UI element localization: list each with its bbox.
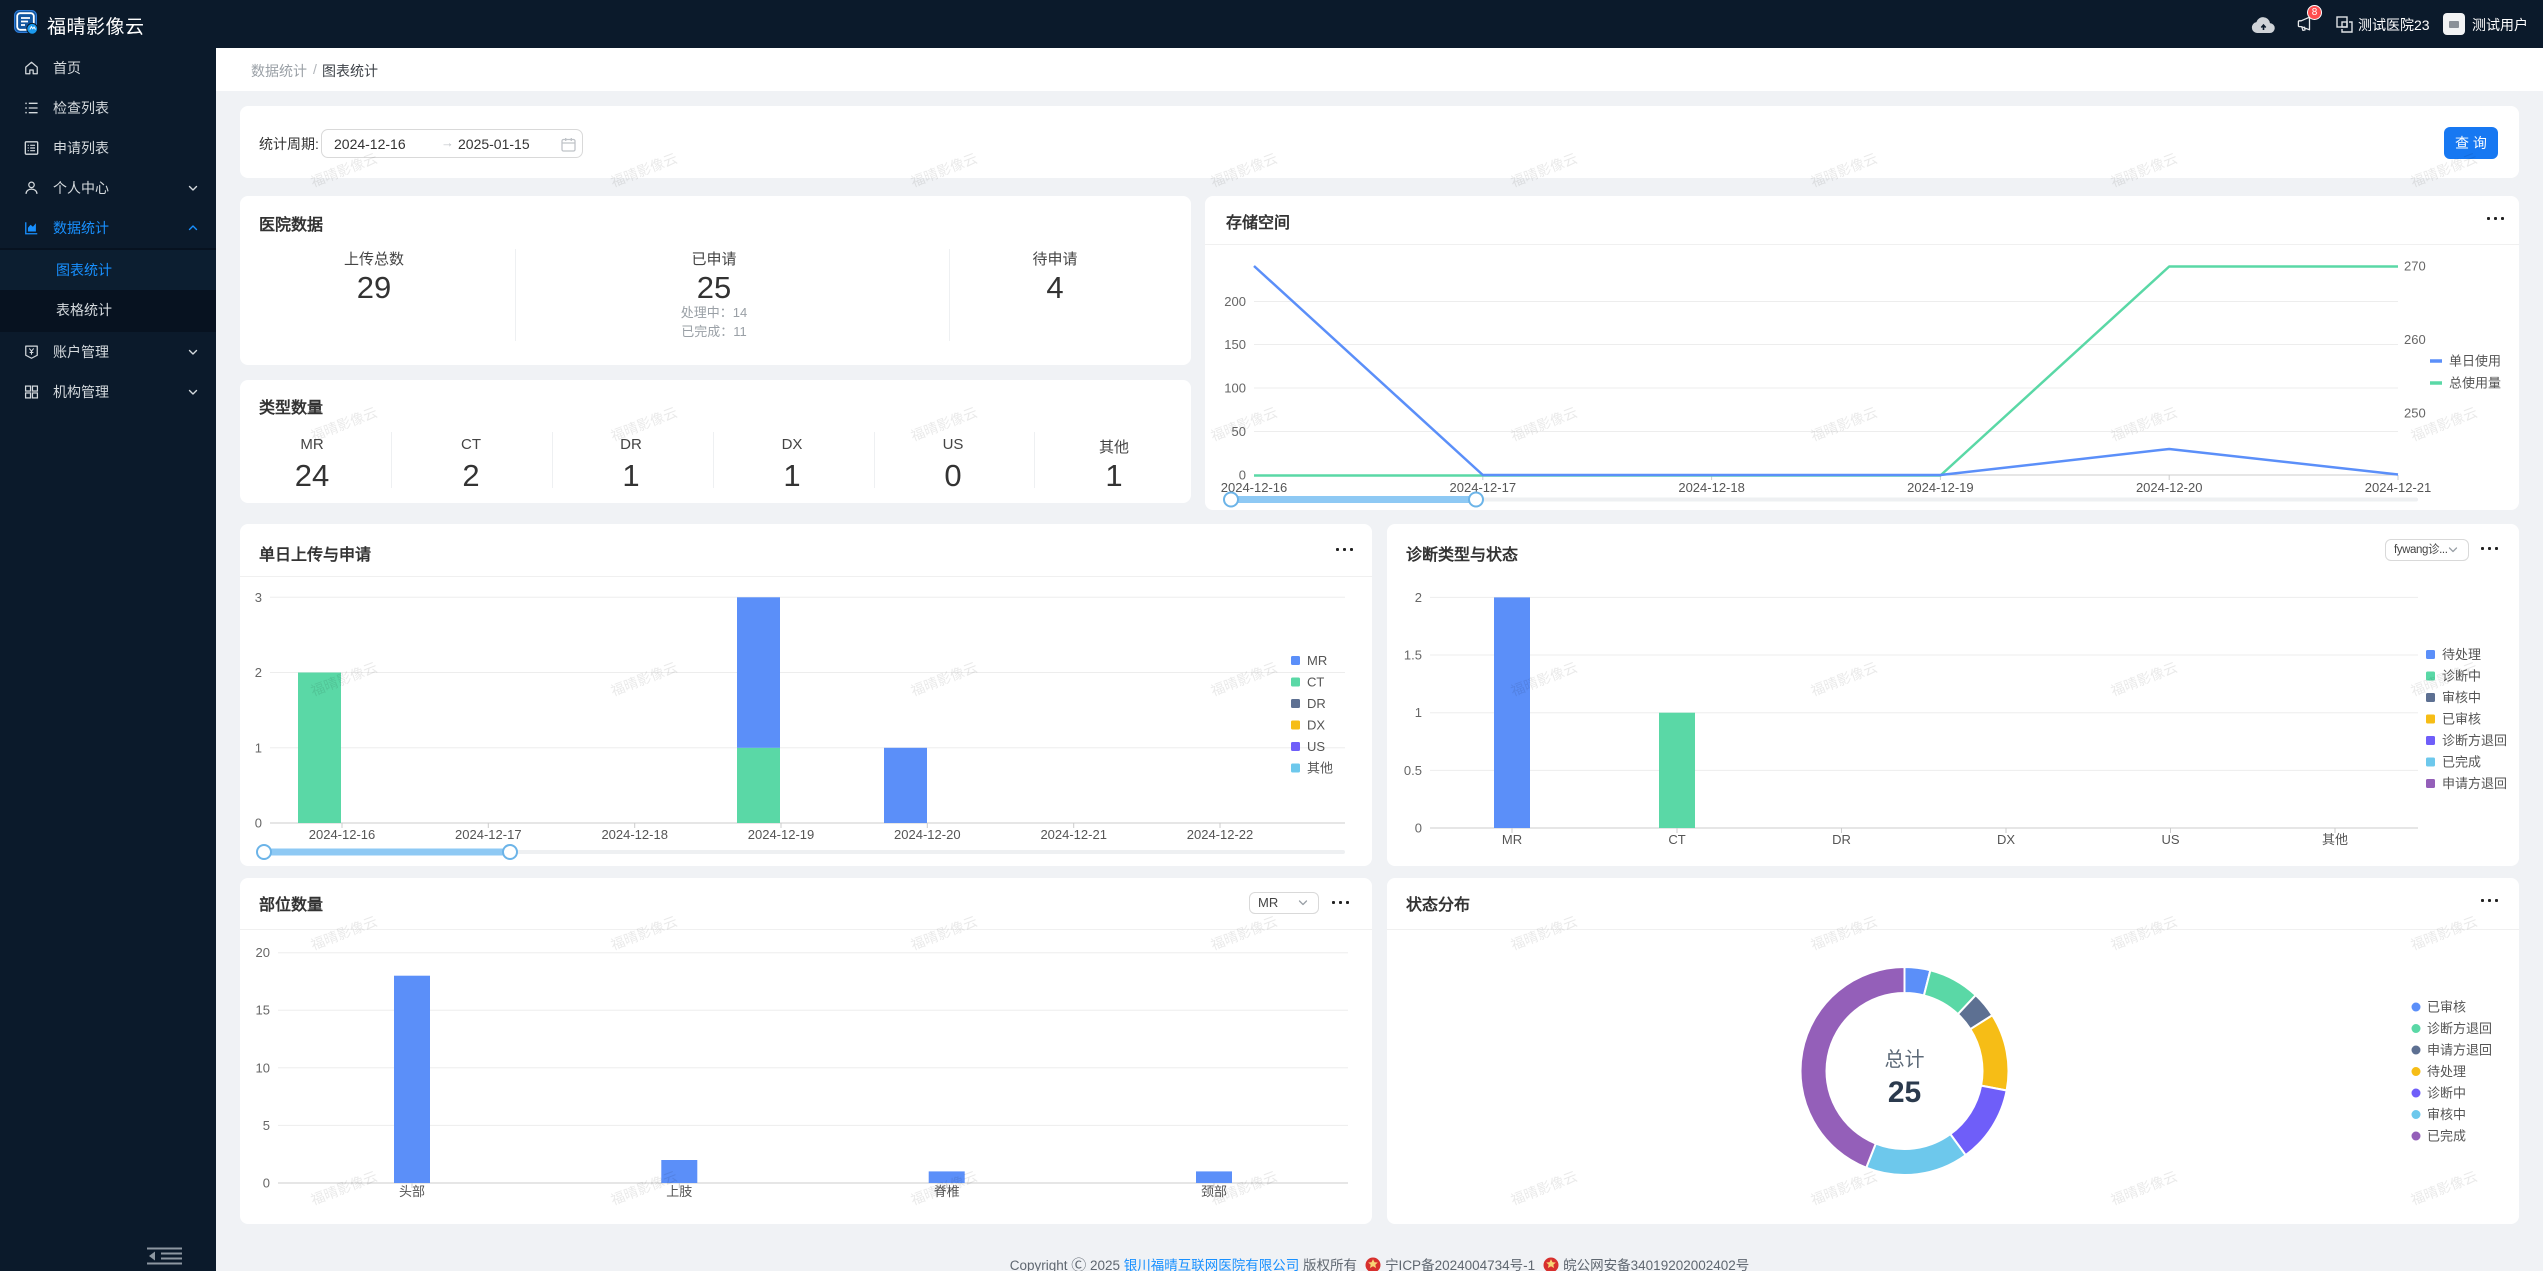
svg-text:2: 2	[255, 665, 262, 680]
svg-text:2024-12-17: 2024-12-17	[1450, 480, 1517, 495]
svg-text:DR: DR	[1307, 696, 1326, 711]
svg-text:10: 10	[256, 1060, 270, 1075]
svg-text:2024-12-18: 2024-12-18	[1678, 480, 1745, 495]
svg-text:0: 0	[255, 816, 262, 831]
svg-text:250: 250	[2404, 406, 2426, 421]
svg-text:诊断中: 诊断中	[2442, 669, 2481, 684]
svg-text:3: 3	[255, 590, 262, 605]
svg-text:其他: 其他	[2322, 832, 2348, 847]
svg-text:50: 50	[1232, 424, 1246, 439]
svg-text:2024-12-20: 2024-12-20	[2136, 480, 2203, 495]
svg-text:单日使用: 单日使用	[2449, 354, 2501, 369]
svg-text:其他: 其他	[1307, 761, 1333, 776]
svg-text:MR: MR	[1502, 832, 1522, 847]
svg-text:0: 0	[263, 1176, 270, 1191]
svg-text:1: 1	[1415, 705, 1422, 720]
svg-text:申请方退回: 申请方退回	[2427, 1043, 2492, 1058]
svg-text:DR: DR	[1832, 832, 1851, 847]
svg-text:审核中: 审核中	[2442, 690, 2481, 705]
svg-text:2024-12-19: 2024-12-19	[748, 827, 815, 842]
svg-text:0.5: 0.5	[1404, 763, 1422, 778]
svg-text:MR: MR	[1307, 653, 1327, 668]
svg-text:DX: DX	[1997, 832, 2015, 847]
svg-text:150: 150	[1224, 337, 1246, 352]
svg-text:1: 1	[255, 740, 262, 755]
svg-text:总计: 总计	[1885, 1048, 1925, 1071]
svg-text:上肢: 上肢	[666, 1184, 692, 1199]
svg-text:CT: CT	[1307, 675, 1324, 690]
svg-text:待处理: 待处理	[2442, 647, 2481, 662]
svg-text:颈部: 颈部	[1201, 1184, 1227, 1199]
svg-text:2024-12-22: 2024-12-22	[1187, 827, 1254, 842]
svg-text:US: US	[1307, 739, 1325, 754]
svg-text:诊断方退回: 诊断方退回	[2427, 1021, 2492, 1036]
svg-text:20: 20	[256, 945, 270, 960]
svg-text:已审核: 已审核	[2442, 712, 2481, 727]
svg-text:US: US	[2161, 832, 2179, 847]
svg-text:0: 0	[1239, 468, 1246, 483]
svg-text:200: 200	[1224, 294, 1246, 309]
svg-text:1.5: 1.5	[1404, 648, 1422, 663]
svg-text:2024-12-21: 2024-12-21	[1040, 827, 1107, 842]
svg-text:2: 2	[1415, 590, 1422, 605]
svg-text:已完成: 已完成	[2427, 1129, 2466, 1144]
svg-text:脊椎: 脊椎	[934, 1184, 960, 1199]
svg-text:总使用量: 总使用量	[2449, 376, 2501, 391]
svg-text:2024-12-20: 2024-12-20	[894, 827, 961, 842]
svg-text:CT: CT	[1668, 832, 1685, 847]
svg-text:已完成: 已完成	[2442, 755, 2481, 770]
svg-text:已审核: 已审核	[2427, 1000, 2466, 1015]
svg-text:审核中: 审核中	[2427, 1107, 2466, 1122]
svg-text:申请方退回: 申请方退回	[2442, 776, 2507, 791]
svg-text:2024-12-21: 2024-12-21	[2365, 480, 2432, 495]
svg-text:2024-12-17: 2024-12-17	[455, 827, 522, 842]
svg-text:100: 100	[1224, 381, 1246, 396]
svg-text:头部: 头部	[399, 1184, 425, 1199]
svg-text:2024-12-18: 2024-12-18	[601, 827, 668, 842]
svg-text:0: 0	[1415, 821, 1422, 836]
svg-text:260: 260	[2404, 332, 2426, 347]
svg-text:诊断方退回: 诊断方退回	[2442, 733, 2507, 748]
svg-text:待处理: 待处理	[2427, 1064, 2466, 1079]
svg-text:2024-12-19: 2024-12-19	[1907, 480, 1974, 495]
svg-text:诊断中: 诊断中	[2427, 1086, 2466, 1101]
svg-text:2024-12-16: 2024-12-16	[309, 827, 376, 842]
svg-text:2024-12-16: 2024-12-16	[1221, 480, 1288, 495]
svg-text:DX: DX	[1307, 718, 1325, 733]
svg-text:25: 25	[1888, 1076, 1921, 1109]
svg-text:15: 15	[256, 1003, 270, 1018]
svg-text:5: 5	[263, 1118, 270, 1133]
svg-text:270: 270	[2404, 259, 2426, 274]
